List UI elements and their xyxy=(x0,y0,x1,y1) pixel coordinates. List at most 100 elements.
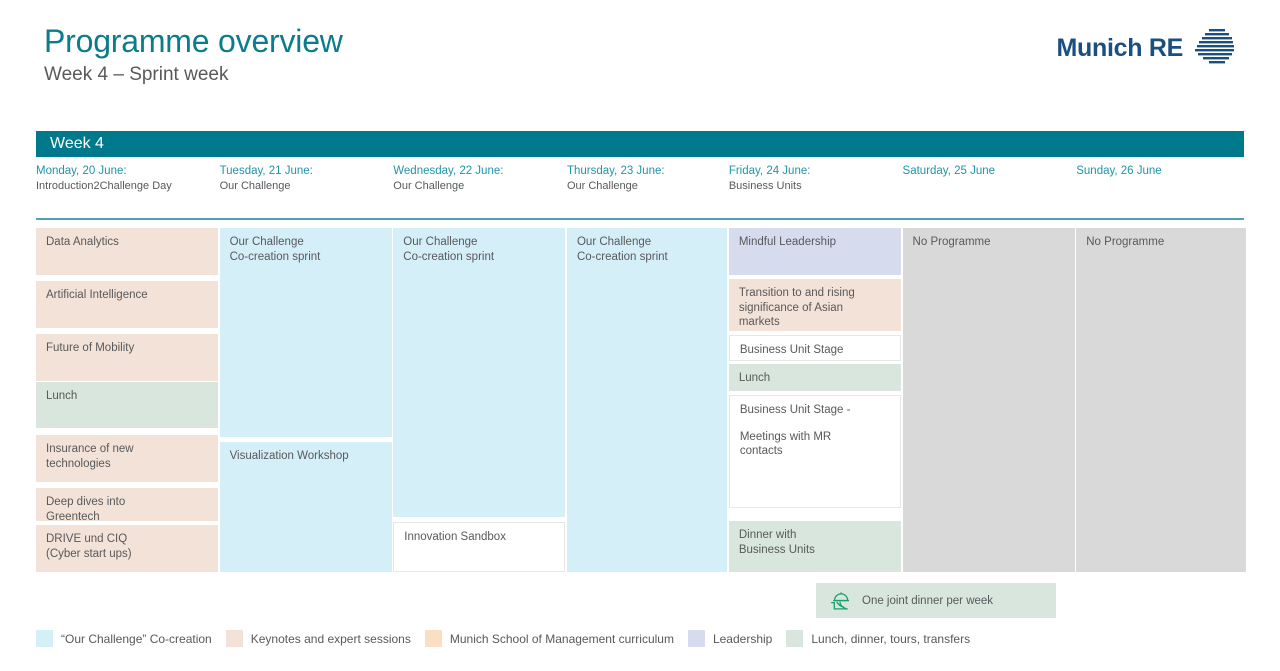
legend-swatch xyxy=(786,630,804,647)
day-header-title: Wednesday, 22 June: xyxy=(393,165,504,177)
legend-item: Keynotes and expert sessions xyxy=(225,630,411,647)
schedule-block[interactable]: Deep dives into Greentech xyxy=(36,488,218,521)
legend-label: Leadership xyxy=(712,631,773,646)
day-header-subtitle: Introduction2Challenge Day xyxy=(36,180,172,192)
header-divider-rule xyxy=(36,218,1244,220)
block-line: Artificial Intelligence xyxy=(46,289,148,301)
schedule-block[interactable]: Business Unit Stage xyxy=(728,335,901,361)
block-line: Greentech xyxy=(46,510,100,522)
block-line: Transition to and rising xyxy=(738,287,855,299)
day-header-5: Saturday, 25 June xyxy=(903,164,1077,193)
block-line: Mindful Leadership xyxy=(738,236,837,248)
day-header-title: Tuesday, 21 June: xyxy=(219,165,313,177)
day-column-saturday: No Programme xyxy=(902,228,1075,572)
page-title: Programme overview xyxy=(44,23,343,59)
schedule-block[interactable]: Our Challenge Co-creation sprint xyxy=(219,228,392,437)
day-header-0: Monday, 20 June: Introduction2Challenge D… xyxy=(36,164,220,193)
day-header-subtitle: Our Challenge xyxy=(393,180,465,192)
block-line: technologies xyxy=(46,457,111,470)
block-line: Future of Mobility xyxy=(46,342,135,354)
dinner-note-text: One joint dinner per week xyxy=(862,594,994,607)
page-header: Programme overview Week 4 – Sprint week xyxy=(44,22,343,88)
schedule-block[interactable]: No Programme xyxy=(902,228,1075,572)
day-header-title: Monday, 20 June: xyxy=(36,165,127,177)
block-line: Our Challenge xyxy=(229,236,304,248)
schedule-block[interactable]: Future of Mobility xyxy=(36,334,218,381)
day-header-title: Saturday, 25 June xyxy=(902,165,996,177)
schedule-grid: Data Analytics Artificial Intelligence Fut… xyxy=(36,228,1247,572)
day-header-title: Thursday, 23 June: xyxy=(566,165,665,177)
dinner-note: One joint dinner per week xyxy=(816,583,1056,618)
legend-item: Munich School of Management curriculum xyxy=(424,630,674,647)
block-line-spacer xyxy=(740,418,890,430)
legend-swatch xyxy=(424,630,442,647)
block-line: Business Unit Stage - xyxy=(739,404,851,416)
block-line: Innovation Sandbox xyxy=(404,531,506,543)
legend-swatch xyxy=(36,630,53,647)
schedule-block[interactable]: Innovation Sandbox xyxy=(393,522,566,572)
legend: “Our Challenge” Co-creation Keynotes and … xyxy=(36,630,1246,647)
day-header-subtitle: Our Challenge xyxy=(566,180,638,192)
day-header-row: Monday, 20 June: Introduction2Challenge D… xyxy=(36,164,1244,193)
block-line: Visualization Workshop xyxy=(229,450,349,462)
legend-swatch xyxy=(687,630,705,647)
block-line: markets xyxy=(738,316,780,328)
block-line: Data Analytics xyxy=(46,236,119,248)
block-line: (Cyber start ups) xyxy=(46,547,132,560)
day-header-title: Friday, 24 June: xyxy=(728,165,811,177)
day-header-3: Thursday, 23 June: Our Challenge xyxy=(567,164,729,193)
schedule-block[interactable]: Our Challenge Co-creation sprint xyxy=(566,228,727,572)
block-line: Deep dives into xyxy=(46,496,126,508)
week-bar: Week 4 xyxy=(36,131,1244,157)
day-column-friday: Mindful Leadership Transition to and risi… xyxy=(728,228,901,572)
week-bar-label: Week 4 xyxy=(50,135,104,152)
block-line: Co-creation sprint xyxy=(576,250,668,263)
schedule-block[interactable]: DRIVE und CIQ (Cyber start ups) xyxy=(36,525,218,572)
block-line: Dinner with xyxy=(738,529,797,541)
food-cloche-icon xyxy=(828,589,854,613)
day-header-6: Sunday, 26 June xyxy=(1076,164,1244,193)
munich-re-logo: Munich RE xyxy=(1057,28,1236,68)
page-subtitle: Week 4 – Sprint week xyxy=(44,64,229,85)
day-header-subtitle: Business Units xyxy=(728,180,802,192)
schedule-block[interactable]: Transition to and rising significance of … xyxy=(728,279,901,331)
block-line: No Programme xyxy=(1086,236,1165,248)
schedule-block[interactable]: Artificial Intelligence xyxy=(36,281,218,328)
day-column-thursday: Our Challenge Co-creation sprint xyxy=(566,228,727,572)
block-line: Co-creation sprint xyxy=(403,250,495,263)
schedule-block[interactable]: Lunch xyxy=(728,364,901,391)
block-line: Business Units xyxy=(738,543,815,556)
day-header-1: Tuesday, 21 June: Our Challenge xyxy=(220,164,394,193)
block-line: Meetings with MR xyxy=(739,430,832,443)
schedule-block[interactable]: Mindful Leadership xyxy=(728,228,901,275)
block-line: Lunch xyxy=(738,372,771,384)
brand-name: Munich RE xyxy=(1056,33,1184,62)
schedule-block[interactable]: Insurance of new technologies xyxy=(36,435,218,482)
schedule-block[interactable]: Our Challenge Co-creation sprint xyxy=(393,228,566,517)
day-header-2: Wednesday, 22 June: Our Challenge xyxy=(393,164,567,193)
day-header-title: Sunday, 26 June xyxy=(1076,165,1162,177)
legend-label: Keynotes and expert sessions xyxy=(250,631,411,646)
schedule-block[interactable]: Lunch xyxy=(36,382,218,428)
schedule-block[interactable]: Visualization Workshop xyxy=(219,442,392,572)
block-line: Our Challenge xyxy=(576,236,652,248)
schedule-block[interactable]: No Programme xyxy=(1076,228,1247,572)
day-header-subtitle: Our Challenge xyxy=(219,180,291,192)
day-column-monday: Data Analytics Artificial Intelligence Fut… xyxy=(36,228,218,572)
schedule-block[interactable]: Dinner with Business Units xyxy=(728,521,901,572)
legend-label: Munich School of Management curriculum xyxy=(449,631,674,646)
block-line: contacts xyxy=(739,445,783,457)
day-column-tuesday: Our Challenge Co-creation sprint Visualiza… xyxy=(219,228,392,572)
schedule-block[interactable]: Business Unit Stage - Meetings with MR con… xyxy=(728,395,901,508)
munich-re-globe-icon xyxy=(1192,28,1236,68)
block-line: Our Challenge xyxy=(403,236,478,248)
legend-item: Lunch, dinner, tours, transfers xyxy=(786,630,970,647)
legend-label: “Our Challenge” Co-creation xyxy=(61,631,212,646)
block-line: Insurance of new xyxy=(46,443,134,455)
day-header-4: Friday, 24 June: Business Units xyxy=(729,164,903,193)
block-line: significance of Asian xyxy=(738,301,844,314)
block-line: Business Unit Stage xyxy=(739,344,844,356)
day-column-sunday: No Programme xyxy=(1076,228,1247,572)
legend-swatch xyxy=(225,630,243,647)
schedule-block[interactable]: Data Analytics xyxy=(36,228,218,275)
